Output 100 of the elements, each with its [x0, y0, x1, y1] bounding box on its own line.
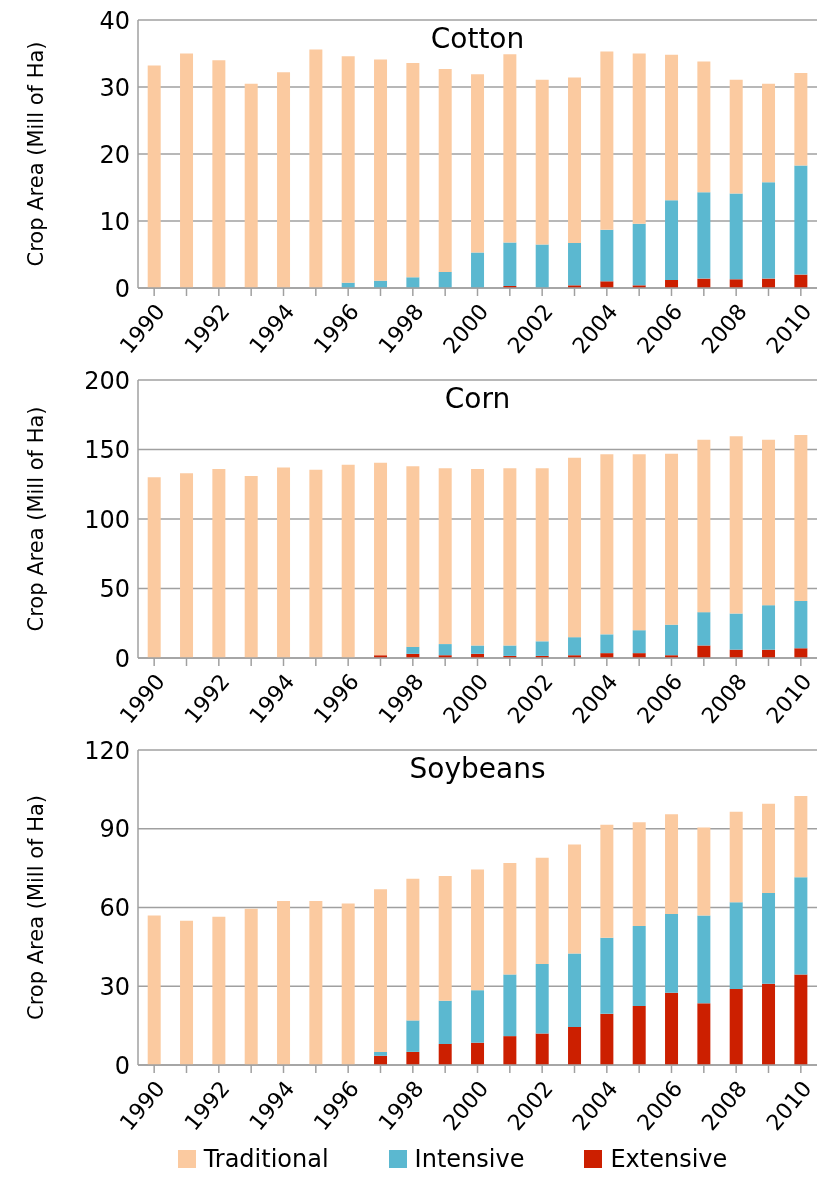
- bar: [438, 644, 452, 656]
- bar: [665, 200, 679, 280]
- y-tick-label: 30: [99, 972, 130, 1001]
- bar: [697, 192, 711, 279]
- bar: [600, 824, 614, 938]
- bar: [762, 439, 776, 606]
- bar: [277, 467, 291, 658]
- bar: [762, 182, 776, 279]
- bar: [147, 915, 161, 1065]
- bar: [244, 83, 258, 288]
- bar: [212, 916, 226, 1065]
- y-tick-label: 90: [99, 815, 130, 844]
- bar: [568, 637, 582, 656]
- bar: [244, 475, 258, 658]
- bar: [406, 1051, 420, 1065]
- bar: [729, 279, 743, 288]
- bar: [794, 165, 808, 275]
- bar: [632, 223, 646, 286]
- bar: [697, 915, 711, 1004]
- bar: [212, 468, 226, 658]
- bar: [406, 646, 420, 654]
- legend-label: Extensive: [609, 1145, 728, 1173]
- bar: [471, 74, 485, 253]
- bar: [568, 77, 582, 244]
- bar: [568, 243, 582, 286]
- bar: [794, 72, 808, 166]
- bar: [212, 60, 226, 288]
- bar: [665, 624, 679, 656]
- bar: [438, 271, 452, 288]
- bar: [341, 903, 355, 1065]
- bar: [697, 827, 711, 916]
- y-tick-label: 120: [84, 736, 130, 765]
- bar: [568, 1026, 582, 1065]
- bar: [600, 51, 614, 230]
- y-tick-label: 40: [99, 6, 130, 35]
- bar: [729, 988, 743, 1065]
- y-axis-title: Crop Area (Mill of Ha): [24, 41, 49, 267]
- bar: [406, 466, 420, 647]
- y-tick-label: 60: [99, 894, 130, 923]
- bar: [729, 79, 743, 194]
- bar: [600, 1013, 614, 1065]
- bar: [794, 434, 808, 602]
- bar: [600, 634, 614, 654]
- bar: [180, 53, 194, 288]
- bar: [697, 439, 711, 613]
- bar: [374, 1051, 388, 1056]
- y-tick-label: 150: [84, 436, 130, 465]
- bar: [762, 983, 776, 1065]
- y-tick-label: 50: [99, 575, 130, 604]
- chart-title: Soybeans: [409, 752, 546, 785]
- bar: [438, 68, 452, 272]
- bar: [762, 803, 776, 894]
- bar: [665, 814, 679, 915]
- bar: [697, 61, 711, 193]
- bar: [309, 469, 323, 658]
- bar: [568, 457, 582, 638]
- bar: [471, 869, 485, 991]
- bar: [438, 468, 452, 645]
- y-axis-title: Crop Area (Mill of Ha): [24, 795, 49, 1020]
- bar: [406, 1020, 420, 1052]
- bar: [471, 990, 485, 1043]
- bar: [503, 242, 517, 286]
- bar: [632, 822, 646, 926]
- bar: [277, 900, 291, 1065]
- y-axis-title: Crop Area (Mill of Ha): [24, 406, 49, 632]
- bar: [600, 937, 614, 1014]
- bar: [665, 54, 679, 201]
- bar: [535, 468, 549, 642]
- bar: [535, 641, 549, 656]
- bar: [374, 889, 388, 1052]
- bar: [438, 1000, 452, 1044]
- bar: [568, 953, 582, 1027]
- bar: [341, 56, 355, 283]
- bar: [729, 436, 743, 614]
- bar: [438, 1044, 452, 1065]
- y-tick-label: 0: [114, 644, 130, 673]
- y-tick-label: 200: [84, 366, 130, 395]
- y-tick-label: 10: [99, 207, 130, 236]
- bar: [535, 1033, 549, 1065]
- bar: [665, 992, 679, 1065]
- bar: [471, 468, 485, 646]
- bar: [406, 277, 420, 288]
- bar: [535, 963, 549, 1034]
- bar: [374, 462, 388, 656]
- bar: [471, 1042, 485, 1065]
- bar: [341, 464, 355, 658]
- bar: [244, 908, 258, 1065]
- bar: [147, 477, 161, 658]
- bar: [762, 893, 776, 984]
- bar: [535, 79, 549, 245]
- bar: [794, 601, 808, 649]
- bar: [632, 630, 646, 654]
- bar: [568, 844, 582, 954]
- y-tick-label: 30: [99, 73, 130, 102]
- bar: [762, 83, 776, 183]
- bar: [600, 281, 614, 288]
- bar: [729, 811, 743, 903]
- bar: [503, 54, 517, 243]
- bar: [632, 454, 646, 631]
- bar: [697, 612, 711, 646]
